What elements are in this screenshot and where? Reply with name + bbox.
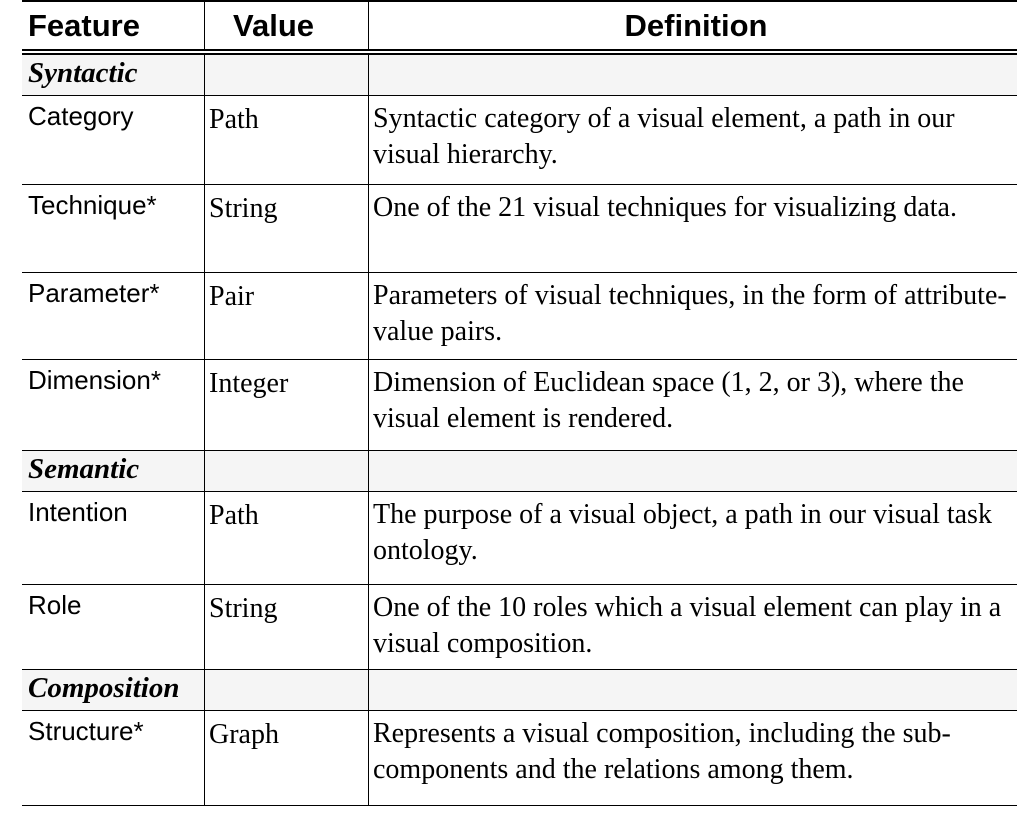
section-label: Syntactic [28,57,138,89]
feature-cell: Structure* [28,716,144,746]
feature-table: Feature Value Definition Syntactic Categ… [22,0,1017,806]
section-row-syntactic: Syntactic [22,55,1017,96]
value-cell: String [204,185,368,272]
feature-cell: Parameter* [28,278,160,308]
header-value: Value [204,2,368,49]
value-cell: Graph [204,711,368,805]
table-row: Intention Path The purpose of a visual o… [22,492,1017,585]
section-row-semantic: Semantic [22,451,1017,492]
definition-cell: The purpose of a visual object, a path i… [368,492,1017,584]
value-cell: Pair [204,273,368,359]
header-rule [22,49,1017,55]
definition-cell: Syntactic category of a visual element, … [368,96,1017,184]
definition-cell: One of the 21 visual techniques for visu… [368,185,1017,272]
header-feature: Feature [28,8,140,43]
definition-cell: One of the 10 roles which a visual eleme… [368,585,1017,669]
table-row: Parameter* Pair Parameters of visual tec… [22,273,1017,360]
feature-cell: Technique* [28,190,157,220]
table-row: Technique* String One of the 21 visual t… [22,185,1017,273]
feature-cell: Role [28,590,82,620]
value-cell: Path [204,96,368,184]
definition-cell: Parameters of visual techniques, in the … [368,273,1017,359]
table-row: Role String One of the 10 roles which a … [22,585,1017,670]
value-cell: Integer [204,360,368,450]
value-cell: String [204,585,368,669]
table-header-row: Feature Value Definition [22,0,1017,49]
section-label: Semantic [28,453,140,485]
feature-cell: Intention [28,497,128,527]
value-cell: Path [204,492,368,584]
table-row: Dimension* Integer Dimension of Euclidea… [22,360,1017,451]
feature-cell: Category [28,101,134,131]
section-label: Composition [28,672,180,704]
definition-cell: Represents a visual composition, includi… [368,711,1017,805]
definition-cell: Dimension of Euclidean space (1, 2, or 3… [368,360,1017,450]
feature-cell: Dimension* [28,365,161,395]
section-row-composition: Composition [22,670,1017,711]
header-definition: Definition [368,2,1017,49]
table-row: Structure* Graph Represents a visual com… [22,711,1017,806]
table-row: Category Path Syntactic category of a vi… [22,96,1017,185]
